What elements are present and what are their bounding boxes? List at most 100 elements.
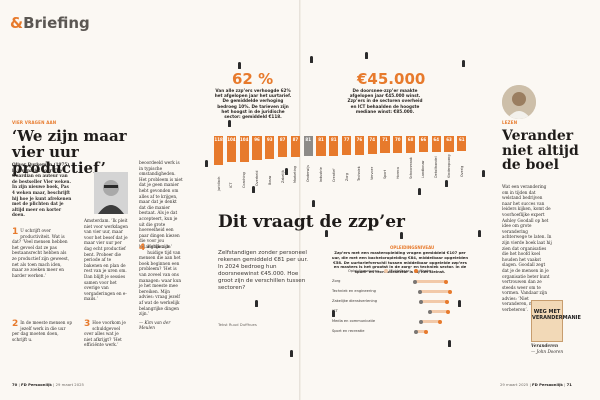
bar-category-label: Coaching: [242, 171, 247, 188]
sector-row-label: Zorg: [332, 279, 341, 283]
question-3-number: 3: [84, 319, 91, 329]
book-credit: — John Dooren: [531, 348, 564, 354]
walking-person: [482, 170, 485, 177]
master-marker: [445, 299, 450, 304]
question-3-text: Hoe voorkom je schuldgevoel over alles w…: [84, 320, 126, 348]
bar-sport: [380, 136, 390, 154]
book-cover-text: WEG MET VERANDERMANIE: [532, 309, 581, 321]
book-cover: WEG MET VERANDERMANIE: [531, 300, 581, 342]
middelbaar-marker: [419, 299, 424, 304]
footer-left-pub: FD Persoonlijk: [21, 382, 52, 387]
sector-range-bar: [430, 310, 448, 313]
question-4: 4 Hebben de huidige tijd van mensen die …: [139, 244, 183, 331]
bar-coaching: [239, 136, 249, 162]
question-4-text: Hebben de huidige tijd van mensen die aa…: [139, 244, 182, 317]
master-marker: [445, 309, 450, 314]
bar-zorg: [342, 136, 352, 155]
legend-master: Master: [419, 269, 432, 273]
question-2: 2 In de meeste mensen op jezelf werk in …: [12, 320, 72, 342]
opleiding-title: OPLEIDINGSNIVEAU: [390, 245, 435, 250]
sector-row-label: Sport en recreatie: [332, 329, 365, 333]
bar-detailhandel: [431, 136, 441, 152]
bar-value-label: 96: [254, 137, 260, 142]
bar-category-label: Landbouw: [421, 160, 426, 179]
author-photo: [94, 172, 128, 214]
master-marker: [443, 279, 448, 284]
stat-45000-value: €45.000: [357, 70, 426, 88]
bar-juridisch: [214, 136, 224, 166]
walking-person: [238, 62, 241, 69]
walking-person: [325, 230, 328, 237]
footer-right-page: 71: [566, 382, 572, 387]
bar-category-label: Sport: [383, 170, 387, 180]
bar-value-label: 81: [331, 137, 337, 142]
sector-row-label: Media en communicatie: [332, 319, 376, 323]
bar-category-label: Marketing: [293, 166, 298, 184]
sector-range-bar: [420, 290, 450, 293]
bar-category-label: Onderwijs: [306, 165, 311, 182]
book-info: Veranderen — John Dooren: [531, 343, 571, 354]
left-rubric: VIER VRAGEN AAN: [12, 120, 57, 125]
question-2-text: In de meeste mensen op jezelf werk in di…: [12, 320, 73, 342]
sector-row-label: Techniek en engineering: [332, 289, 376, 293]
stat-62-text: Van alle zzp’ers verhoogde 62% het afgel…: [214, 88, 292, 120]
right-rubric: LEZEN: [502, 120, 518, 125]
sector-range-bar: [421, 300, 448, 303]
footer-right-pub: FD Persoonlijk: [532, 382, 563, 387]
legend-title: Opleidingsniveau: [348, 269, 380, 273]
bar-creatief: [329, 136, 339, 156]
bar-landbouw: [418, 136, 428, 153]
bar-vervoer: [367, 136, 377, 155]
bar-value-label: 66: [420, 137, 427, 142]
bar-overheid: [252, 136, 262, 160]
bar-zakelijk: [278, 136, 288, 158]
brand-ampersand: &: [10, 14, 24, 32]
bar-category-label: Overheid: [255, 170, 259, 186]
footer-left-page: 70: [12, 382, 18, 387]
footer-right: 29 maart 2025 | FD Persoonlijk | 71: [500, 382, 572, 387]
gutter: [299, 0, 301, 400]
sector-range-bar: [415, 280, 446, 283]
interview-credit: — Kim van der Meulen: [139, 319, 171, 331]
bar-value-label: 76: [356, 137, 363, 142]
feature-title: Dit vraagt de zzp’er: [218, 212, 405, 232]
bar-ict: [226, 136, 236, 162]
bar-value-label: 81: [318, 137, 324, 142]
bar-value-label: 68: [407, 137, 414, 142]
bar-bouw: [265, 136, 275, 159]
bar-value-label: 74: [369, 137, 375, 142]
middelbaar-marker: [419, 319, 424, 324]
walking-person: [445, 180, 448, 187]
question-4-number: 4: [139, 243, 146, 253]
review-body-text: Wat een verandering om in tijden dat wel…: [502, 184, 552, 313]
walking-person: [478, 230, 481, 237]
intro-text: Oliver Burkeman (1975) is journalist voo…: [12, 162, 72, 218]
education-legend: Opleidingsniveau Middelbaar Master: [348, 269, 432, 273]
section-brand: &Briefing: [10, 14, 90, 32]
review-body: Wat een verandering om in tijden dat wel…: [502, 184, 552, 313]
bar-overig: [457, 136, 467, 151]
walking-person: [228, 120, 231, 127]
walking-person: [310, 56, 313, 63]
bar-category-label: Creatief: [331, 168, 336, 182]
legend-dot-master: [414, 269, 419, 273]
review-headline: Verander niet altijd de boel: [502, 128, 579, 174]
interview-intro: Oliver Burkeman (1975) is journalist voo…: [12, 162, 72, 218]
bar-value-label: 118: [214, 137, 223, 142]
middelbaar-marker: [413, 279, 418, 284]
middelbaar-marker: [428, 309, 433, 314]
master-marker: [447, 289, 452, 294]
sector-range-bar: [416, 330, 426, 333]
legend-dot-middelbaar: [384, 269, 389, 273]
bar-horeca: [393, 136, 403, 154]
bar-category-label: Vervoer: [370, 167, 375, 181]
bar-kinderopvang: [444, 136, 454, 152]
walking-person: [365, 52, 368, 59]
question-2-number: 2: [12, 319, 19, 329]
walking-person: [285, 168, 288, 175]
walking-person: [332, 310, 335, 317]
bar-value-label: 93: [267, 137, 273, 142]
bar-category-label: Horeca: [395, 167, 400, 180]
bar-category-label: Overig: [459, 165, 464, 177]
